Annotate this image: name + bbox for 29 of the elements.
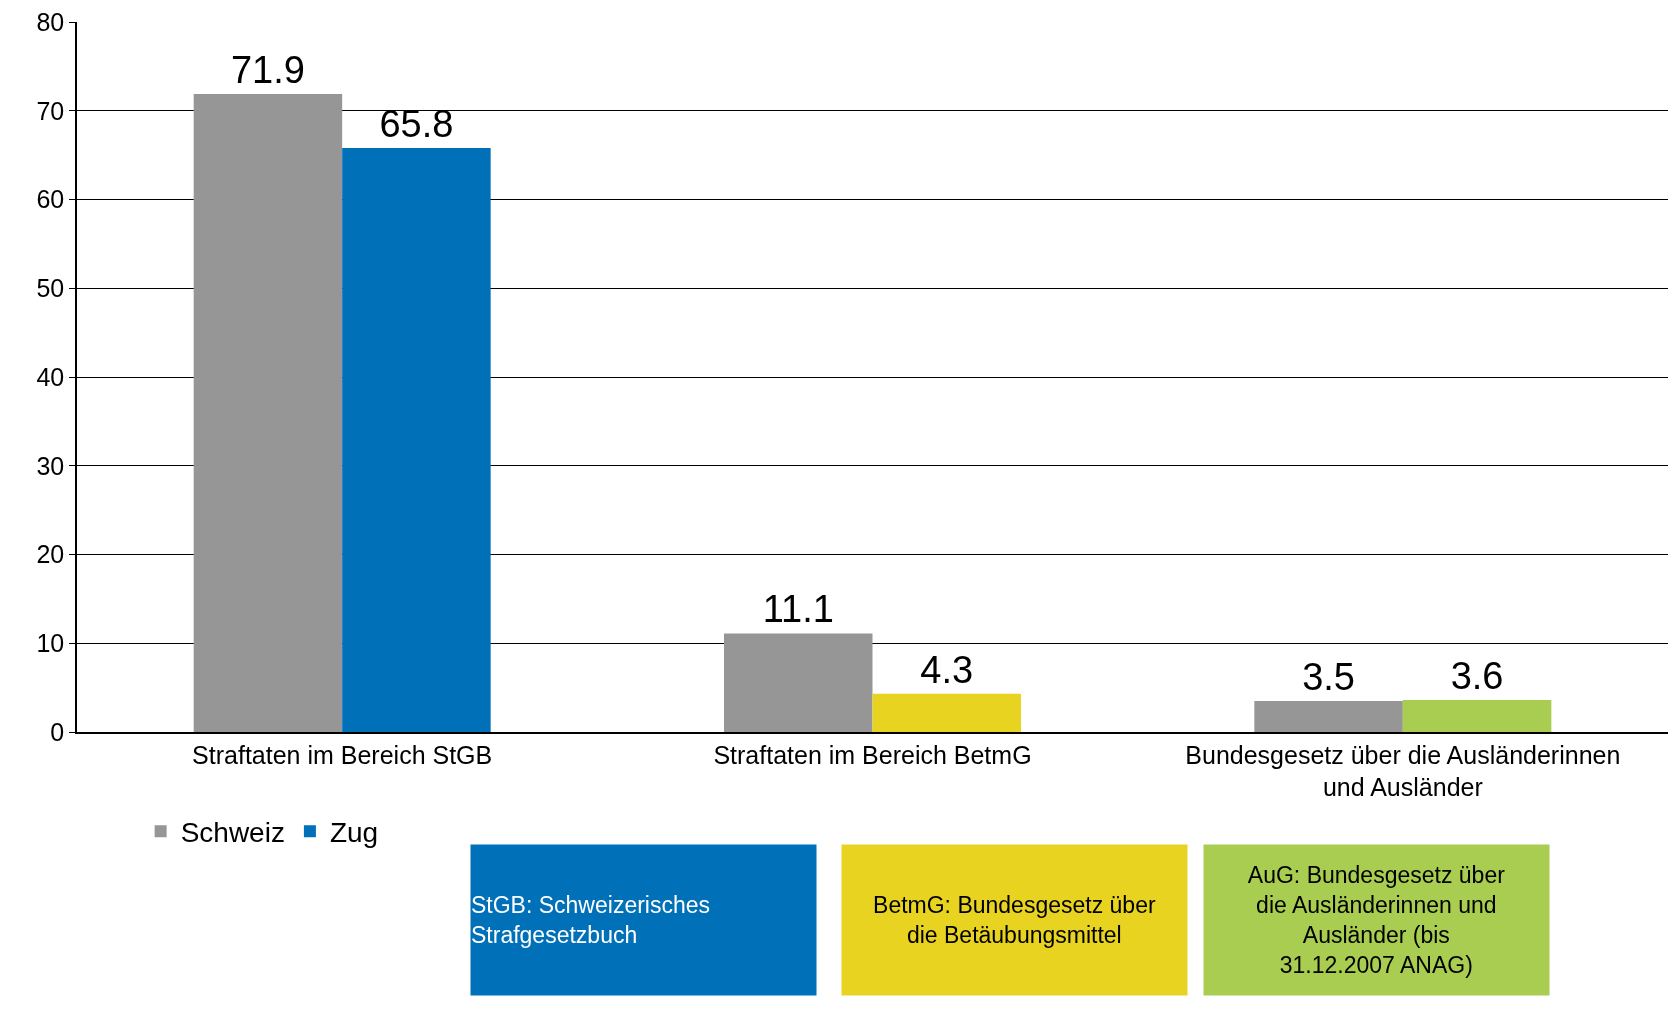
legend-label: Zug: [329, 817, 379, 849]
bar: [1254, 700, 1403, 732]
bar: [872, 693, 1021, 732]
x-tick-label: Straftaten im Bereich BetmG: [713, 740, 1032, 769]
text: StGB: Schweizerisches Strafgesetzbuch: [471, 892, 711, 948]
y-tick-label: 10: [36, 629, 65, 657]
y-tick-label: 70: [36, 96, 65, 125]
data-label: 3.6: [1450, 655, 1504, 698]
bar: [193, 93, 343, 732]
bar: [342, 148, 491, 732]
x-tick-label: Bundesgesetz über die Ausländerinnen und Ausländer: [1185, 740, 1621, 802]
data-label: 11.1: [762, 588, 834, 631]
bar: [724, 633, 873, 732]
x-tick-label: Straftaten im Bereich StGB: [192, 740, 493, 769]
data-label: 3.5: [1302, 655, 1355, 698]
y-tick-label: 20: [36, 540, 65, 569]
text: BetmG: Bundesgesetz über die Betäubungsmittel: [873, 892, 1156, 948]
legend-label: Schweiz: [180, 817, 285, 849]
y-tick-label: 40: [36, 362, 65, 391]
data-label: 71.9: [230, 48, 305, 91]
data-label: 65.8: [379, 103, 454, 146]
y-tick-label: 60: [36, 185, 65, 214]
data-label: 4.3: [920, 648, 974, 691]
y-tick-label: 0: [50, 717, 65, 746]
y-tick-label: 30: [36, 451, 65, 480]
text: AuG: Bundesgesetz über die Ausländerinnen und Ausländer (bis 31.12.2007 ANAG): [1247, 862, 1506, 978]
bar: [1402, 700, 1552, 732]
y-tick-label: 80: [36, 7, 65, 36]
y-tick-label: 50: [36, 274, 65, 302]
